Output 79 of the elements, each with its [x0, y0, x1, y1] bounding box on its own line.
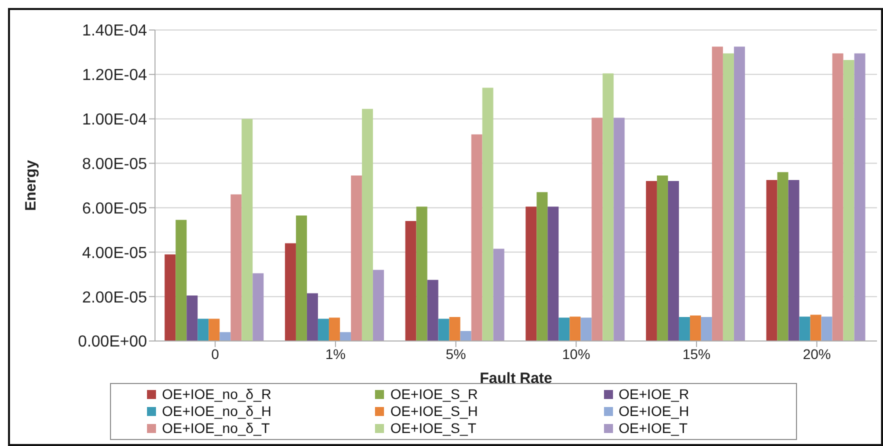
- bar: [570, 316, 581, 341]
- bar: [526, 206, 537, 341]
- bar: [252, 273, 264, 341]
- bar: [493, 248, 504, 341]
- bar: [438, 318, 450, 341]
- bar: [416, 206, 428, 341]
- bar: [296, 215, 307, 341]
- bar: [602, 73, 614, 341]
- bar: [788, 180, 800, 341]
- legend-label: OE+IOE_no_δ_R: [162, 386, 272, 403]
- legend-label: OE+IOE_no_δ_T: [162, 420, 270, 437]
- bar: [777, 172, 788, 341]
- bar: [220, 332, 231, 341]
- bar: [646, 181, 657, 341]
- bar: [700, 317, 712, 341]
- bar: [284, 243, 296, 341]
- bar: [242, 118, 253, 341]
- bar: [799, 316, 810, 341]
- bar: [832, 53, 844, 341]
- bar: [176, 220, 187, 341]
- bar: [362, 108, 373, 341]
- y-tick-label: 1.40E-04: [82, 22, 148, 40]
- y-tick-label: 2.00E-05: [82, 289, 148, 306]
- y-tick-label: 0.00E+00: [78, 334, 148, 351]
- bar: [372, 270, 384, 341]
- bar: [328, 318, 340, 341]
- bar: [405, 221, 416, 341]
- bar: [854, 53, 866, 341]
- legend-label: OE+IOE_R: [618, 386, 690, 403]
- bar: [766, 180, 778, 341]
- bar: [580, 318, 592, 341]
- y-tick-label: 6.00E-05: [82, 200, 148, 218]
- x-tick-label: 20%: [802, 346, 831, 362]
- bar: [482, 88, 494, 341]
- legend-label: OE+IOE_S_T: [390, 420, 476, 437]
- x-tick-label: 10%: [562, 346, 590, 362]
- bar: [350, 176, 362, 341]
- x-tick-label: 15%: [682, 346, 711, 362]
- y-tick-label: 8.00E-05: [82, 156, 148, 173]
- bar: [208, 318, 220, 341]
- bar: [449, 317, 460, 341]
- bar: [548, 206, 559, 341]
- bar: [318, 318, 329, 341]
- bar: [821, 316, 832, 341]
- bar: [810, 314, 822, 341]
- bar: [230, 194, 242, 341]
- legend-label: OE+IOE_T: [618, 420, 688, 437]
- y-tick-label: 1.20E-04: [82, 67, 148, 84]
- legend-label: OE+IOE_S_H: [390, 403, 478, 420]
- bar: [164, 254, 176, 341]
- bar: [614, 118, 625, 341]
- bar: [306, 293, 318, 341]
- bar: [712, 46, 723, 341]
- bar: [536, 192, 548, 341]
- y-axis-title: Energy: [22, 159, 40, 211]
- x-tick-label: 1%: [325, 346, 346, 362]
- bar: [592, 118, 603, 341]
- bar: [340, 332, 351, 341]
- bar: [678, 317, 690, 341]
- y-tick-label: 1.00E-04: [82, 112, 148, 129]
- bar: [656, 176, 668, 341]
- x-tick-label: 0: [211, 346, 220, 362]
- bar: [460, 331, 472, 341]
- bar: [471, 134, 482, 341]
- x-tick-label: 5%: [446, 346, 466, 362]
- bar: [558, 318, 570, 341]
- bar: [668, 181, 679, 341]
- bar: [722, 53, 734, 341]
- x-axis-title: Fault Rate: [480, 370, 552, 387]
- legend-label: OE+IOE_S_R: [390, 386, 478, 403]
- bar: [427, 280, 438, 341]
- bar: [843, 60, 854, 341]
- bar: [186, 295, 198, 341]
- bar: [198, 318, 209, 341]
- y-tick-label: 4.00E-05: [82, 244, 148, 262]
- legend-label: OE+IOE_H: [618, 403, 690, 420]
- bar: [734, 46, 745, 341]
- bar: [690, 315, 701, 341]
- legend-label: OE+IOE_no_δ_H: [162, 403, 272, 420]
